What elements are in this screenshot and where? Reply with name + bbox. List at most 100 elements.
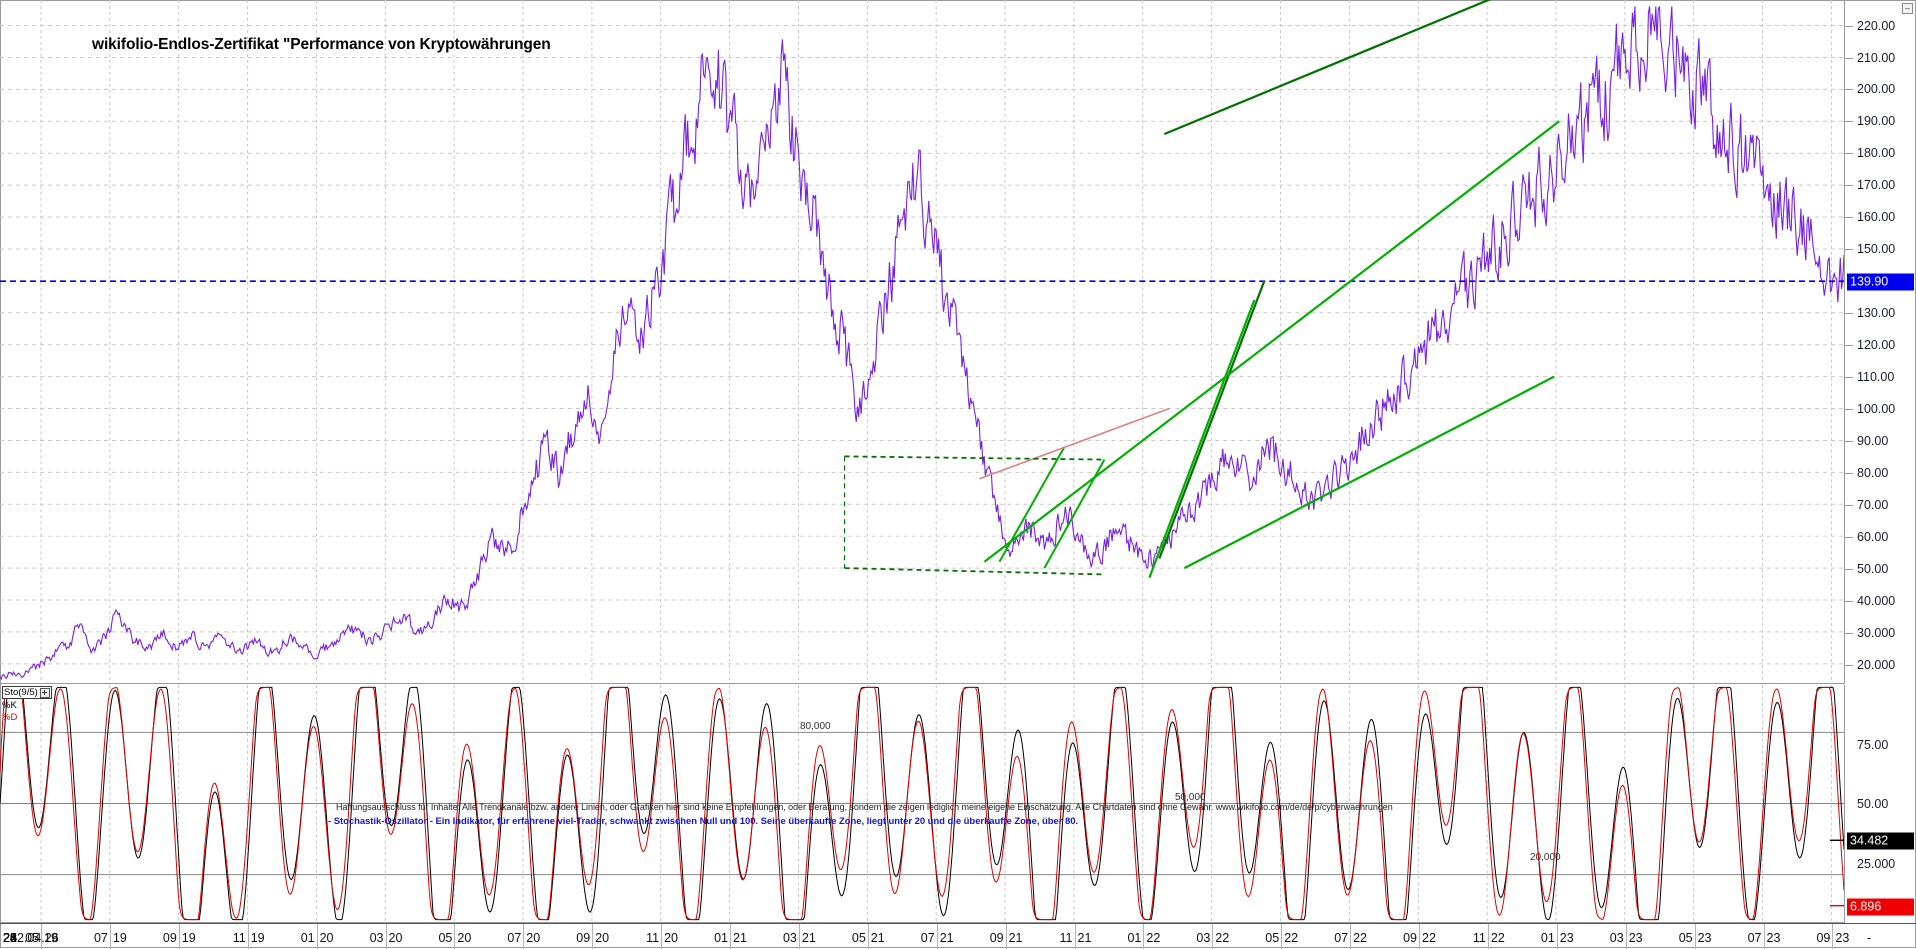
price-axis-tick-mark (1845, 89, 1853, 91)
time-axis-separator (316, 924, 318, 949)
time-axis-tick: 22 (1422, 931, 1436, 945)
time-axis-separator (730, 924, 731, 949)
time-axis-separator (1005, 924, 1007, 949)
time-axis-separator (661, 924, 663, 949)
time-axis-month: 11 (232, 931, 246, 945)
time-axis-month: 07 (507, 931, 522, 945)
time-axis-separator (1419, 924, 1420, 949)
plus-box-icon[interactable] (39, 687, 50, 698)
time-axis-tick: 23 (1628, 931, 1643, 945)
price-axis-tick-mark (1845, 568, 1853, 570)
price-y-axis[interactable]: 220.00 210.00 200.00 190.00 180.00 170.00 160.… (1845, 0, 1916, 684)
time-axis-tick: 23 (1766, 931, 1781, 945)
stochastic-axis-tick: 75.00 (1857, 737, 1889, 752)
time-axis-month: 01 (1127, 931, 1142, 945)
price-axis-tick-mark (1845, 25, 1853, 27)
price-axis-tick: 160.00 (1857, 210, 1896, 225)
price-axis-tick: 130.00 (1857, 306, 1896, 321)
price-axis-tick: 30.000 (1857, 625, 1896, 640)
time-axis-month: 03 (1609, 931, 1624, 945)
stochastic-indicator-panel[interactable] (0, 685, 1845, 923)
disclaimer-text: Haftungsausschluss für Inhalte: Alle Tre… (336, 802, 1393, 812)
time-axis-month: 01 (714, 931, 728, 945)
time-axis-separator (936, 924, 938, 949)
price-axis-tick: 80.00 (1857, 466, 1889, 481)
stochastic-k-value-badge[interactable]: 34.482 (1847, 832, 1914, 850)
indicator-name-box[interactable]: Sto(9/5) (2, 686, 52, 699)
time-axis-tick: 20 (664, 931, 678, 945)
price-axis-tick-mark (1845, 473, 1853, 475)
time-axis-month: 07 (93, 931, 108, 945)
time-axis-tick: 19 (44, 931, 58, 945)
time-axis-separator (1763, 924, 1765, 949)
time-axis-separator (454, 924, 456, 949)
price-chart-panel[interactable] (0, 0, 1845, 684)
time-axis-separator (1832, 924, 1834, 949)
time-axis-month: 07 (1334, 931, 1349, 945)
price-axis-tick: 100.00 (1857, 402, 1896, 417)
time-axis-month: 05 (1678, 931, 1693, 945)
time-axis-month: 07 (920, 931, 935, 945)
time-axis-separator (1143, 924, 1145, 949)
time-axis-month: 07 (1747, 931, 1762, 945)
time-axis-tick: 21 (801, 931, 816, 945)
stochastic-y-axis[interactable]: 75.00 50.00 25.000 34.482 6.896 (1845, 685, 1916, 923)
price-axis-tick-mark (1845, 121, 1853, 123)
time-axis-tick: 22 (1146, 931, 1161, 945)
time-axis-month: 05 (438, 931, 453, 945)
collapse-button[interactable]: – (1902, 3, 1913, 14)
price-axis-tick: 210.00 (1857, 50, 1896, 65)
price-axis-tick-mark (1845, 441, 1853, 443)
price-axis-tick-mark (1845, 249, 1853, 251)
indicator-legend-title-row[interactable]: Sto(9/5) (2, 686, 64, 699)
time-axis-tick: 20 (319, 931, 334, 945)
time-axis-tick: 20 (526, 931, 541, 945)
time-axis-tick: 25 (3, 931, 17, 945)
time-axis-tick: 22 (1490, 931, 1505, 945)
time-axis-month: 09 (162, 931, 177, 945)
time-axis-month: 09 (1403, 931, 1417, 945)
time-axis-month: 09 (1816, 931, 1831, 945)
price-axis-tick: 190.00 (1857, 114, 1896, 129)
time-axis-separator (1074, 924, 1076, 949)
time-axis-tick: 21 (939, 931, 954, 945)
time-axis-separator (109, 924, 111, 949)
time-axis-tick: 21 (733, 931, 747, 945)
time-axis-month: 03 (369, 931, 384, 945)
time-axis-tick: 24 (3, 931, 17, 945)
time-axis-separator (41, 924, 42, 949)
time-axis-tick: 25 (3, 931, 17, 945)
time-axis-tick: 23 (1835, 931, 1850, 945)
price-axis-tick-mark (1845, 185, 1853, 187)
time-axis-month: 03 (782, 931, 797, 945)
price-axis-tick-mark (1845, 600, 1853, 602)
time-axis-tick: 26 (3, 931, 17, 945)
stochastic-d-value-badge[interactable]: 6.896 (1847, 898, 1914, 916)
time-axis-separator (385, 924, 387, 949)
price-axis-tick: 220.00 (1857, 18, 1896, 33)
current-price-badge[interactable]: 139.90 (1847, 273, 1914, 291)
price-axis-tick: 120.00 (1857, 338, 1896, 353)
price-axis-tick-mark (1845, 313, 1853, 315)
time-axis-tick: 19 (250, 931, 265, 945)
indicator-legend[interactable]: Sto(9/5) %K %D (2, 686, 64, 723)
time-axis-month: 05 (851, 931, 866, 945)
price-axis-tick: 200.00 (1857, 82, 1896, 97)
price-axis-tick-mark (1845, 345, 1853, 347)
legend-k-label: %K (2, 700, 17, 711)
time-axis-tick: 22 (1284, 931, 1299, 945)
price-axis-tick: 50.00 (1857, 561, 1889, 576)
time-axis-tick: 24 (3, 931, 17, 945)
time-axis-tick: 21 (1008, 931, 1023, 945)
price-axis-tick-mark (1845, 632, 1853, 634)
time-axis-tick: 22 (1353, 931, 1367, 945)
time-x-axis[interactable]: 22.04.26 05 19 07 19 09 19 11 19 01 20 03 20 05 20 07 20… (0, 923, 1849, 949)
time-axis-separator (1487, 924, 1489, 949)
time-axis-month: 09 (989, 931, 1004, 945)
time-axis-end-marker: - (1867, 931, 1872, 945)
price-axis-tick-mark (1845, 536, 1853, 538)
price-axis-tick-mark (1845, 217, 1853, 219)
axis-corner: - (1845, 923, 1916, 948)
legend-item-k: %K (2, 700, 64, 711)
indicator-name-label: Sto(9/5) (4, 687, 38, 698)
